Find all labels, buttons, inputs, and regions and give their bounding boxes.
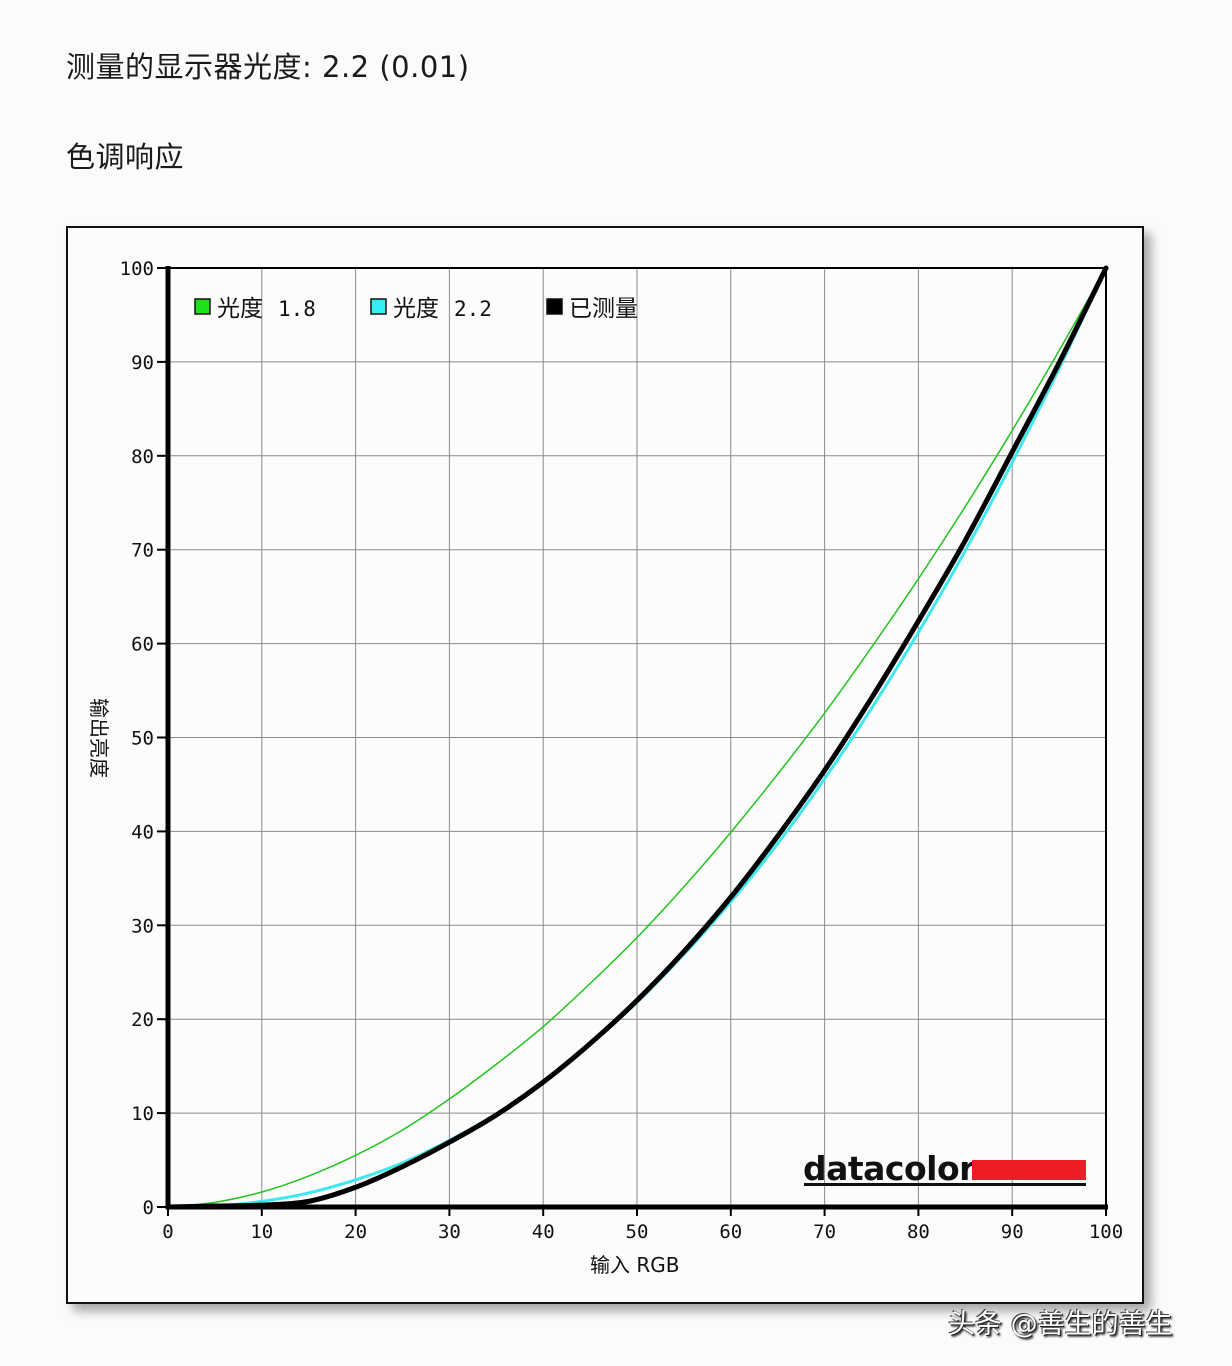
y-tick-label: 80: [131, 446, 154, 468]
x-tick-label: 90: [1001, 1221, 1024, 1243]
gamma-measurement-heading: 测量的显示器光度: 2.2 (0.01): [66, 44, 470, 86]
legend-label: 光度: [393, 296, 439, 322]
y-tick-label: 10: [131, 1103, 154, 1125]
y-tick-label: 100: [120, 258, 154, 280]
x-tick-label: 60: [719, 1221, 742, 1243]
chart-tick-labels: 0 10 20 30 40 50 60 70 80 90 100 0 10 20 30 40 50 60 70 80 9…: [120, 258, 1123, 1243]
y-tick-label: 30: [131, 915, 154, 937]
y-tick-label: 20: [131, 1009, 154, 1031]
brand-name: datacolor: [803, 1149, 976, 1188]
y-tick-label: 60: [131, 634, 154, 656]
legend-label: 光度: [217, 296, 263, 322]
chart-grid: [167, 267, 1107, 1208]
y-tick-label: 90: [131, 352, 154, 374]
x-tick-label: 40: [532, 1221, 555, 1243]
legend-swatch-icon: [546, 298, 563, 315]
y-tick-label: 0: [143, 1197, 154, 1219]
x-tick-label: 0: [162, 1221, 173, 1243]
x-tick-label: 20: [344, 1221, 367, 1243]
legend-swatch-icon: [194, 298, 211, 315]
series-line: [165, 265, 1109, 1210]
y-axis-title: 输出亮度: [87, 698, 111, 778]
chart-curves: [165, 265, 1109, 1210]
watermark: 头条 @善生的善生: [948, 1309, 1173, 1340]
x-tick-label: 80: [907, 1221, 930, 1243]
legend-swatch-icon: [370, 298, 387, 315]
legend-value: 1.8: [278, 297, 316, 321]
gamma-value: 2.2 (0.01): [322, 50, 470, 84]
x-tick-label: 70: [813, 1221, 836, 1243]
chart-legend: 光度 1.8 光度 2.2 已测量: [194, 296, 638, 322]
x-axis-title: 输入 RGB: [590, 1253, 679, 1277]
legend-item: 光度 2.2: [370, 296, 492, 322]
x-tick-label: 30: [438, 1221, 461, 1243]
x-tick-label: 50: [626, 1221, 649, 1243]
y-tick-label: 50: [131, 728, 154, 750]
y-tick-label: 40: [131, 821, 154, 843]
x-tick-label: 100: [1089, 1221, 1123, 1243]
legend-item: 已测量: [546, 296, 638, 322]
legend-value: 2.2: [454, 297, 492, 321]
x-tick-label: 10: [250, 1221, 273, 1243]
datacolor-logo: datacolor: [803, 1149, 1086, 1188]
y-tick-label: 70: [131, 540, 154, 562]
series-line: [167, 267, 1107, 1208]
legend-item: 光度 1.8: [194, 296, 316, 322]
brand-accent-bar: [972, 1160, 1086, 1180]
brand-underline: [804, 1183, 1086, 1186]
legend-label: 已测量: [569, 296, 638, 322]
gamma-label: 测量的显示器光度:: [66, 50, 313, 84]
section-title: 色调响应: [66, 140, 185, 174]
chart-frame: [66, 226, 1144, 1304]
